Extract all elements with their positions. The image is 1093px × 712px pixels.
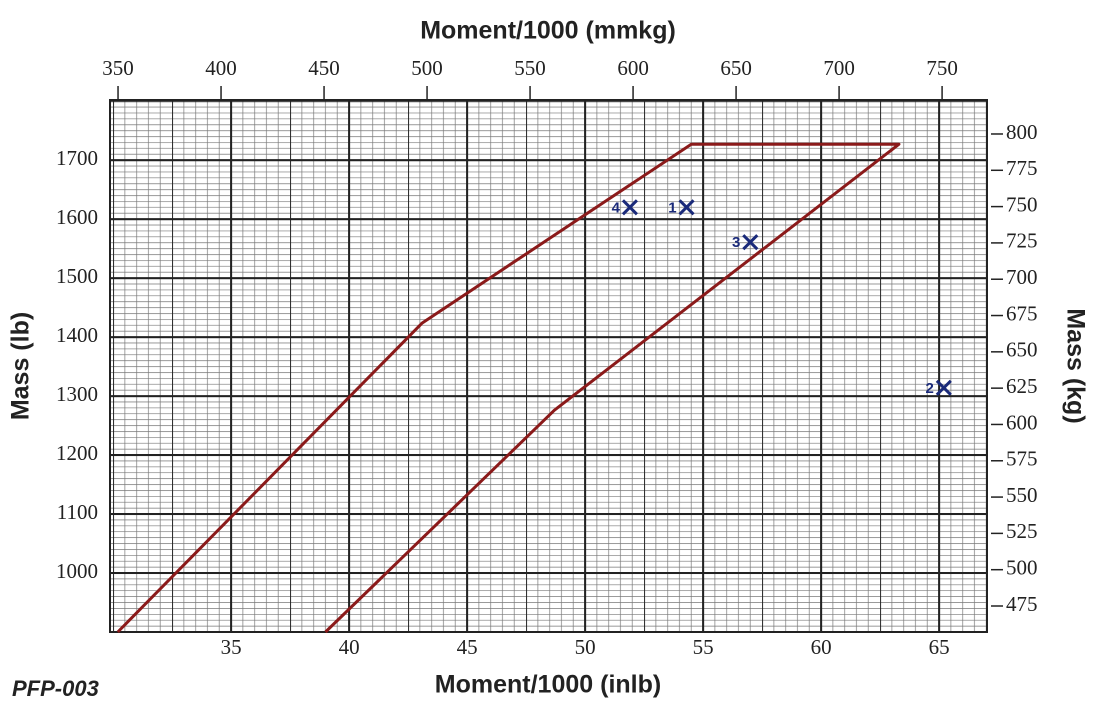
x2-tick-label: 500 [411,56,443,80]
point-label: 2 [925,380,933,397]
x2-tick-label: 400 [205,56,237,80]
x2-tick-label: 750 [926,56,958,80]
y2-tick-label: 650 [1006,338,1038,362]
point-marker [742,234,759,251]
point-marker [935,379,952,396]
y-tick-label: 1000 [56,559,98,583]
plot-border [109,99,988,633]
x2-tick-label: 450 [308,56,340,80]
x-tick-label: 60 [811,635,832,659]
x-tick-label: 50 [575,635,596,659]
y2-tick-label: 800 [1006,120,1038,144]
envelope-line [116,142,901,634]
y2-tick-label: 675 [1006,301,1038,325]
x2-tick-label: 650 [720,56,752,80]
y2-tick-label: 525 [1006,519,1038,543]
point-marker [678,199,695,216]
right-axis-title: Mass (kg) [1061,308,1089,423]
y2-tick-label: 500 [1006,556,1038,580]
point-marker [621,199,638,216]
y-tick-label: 1600 [56,205,98,229]
y-tick-label: 1300 [56,382,98,406]
left-axis-title: Mass (lb) [7,312,35,420]
x2-tick-label: 700 [823,56,855,80]
y-tick-label: 1700 [56,146,98,170]
y2-tick-label: 575 [1006,447,1038,471]
x-tick-label: 45 [457,635,478,659]
top-axis-title: Moment/1000 (mmkg) [420,17,676,45]
y-tick-label: 1200 [56,441,98,465]
point-label: 4 [612,199,621,216]
minor-grid [110,100,987,632]
y-tick-label: 1100 [57,500,98,524]
y-tick-label: 1400 [56,323,98,347]
y2-tick-label: 750 [1006,192,1038,216]
y-tick-label: 1500 [56,264,98,288]
point-label: 1 [668,199,676,216]
y2-tick-label: 725 [1006,229,1038,253]
y2-tick-label: 600 [1006,410,1038,434]
x-tick-label: 65 [929,635,950,659]
y2-tick-label: 700 [1006,265,1038,289]
x-tick-label: 40 [339,635,360,659]
x-tick-label: 35 [221,635,242,659]
bottom-axis-title: Moment/1000 (inlb) [435,671,661,699]
y2-tick-label: 625 [1006,374,1038,398]
x2-tick-label: 550 [514,56,546,80]
x2-tick-label: 600 [617,56,649,80]
footnote: PFP-003 [12,676,99,701]
y2-tick-label: 775 [1006,156,1038,180]
point-label: 3 [732,234,740,251]
x2-tick-label: 350 [102,56,134,80]
y2-tick-label: 550 [1006,483,1038,507]
x-tick-label: 55 [693,635,714,659]
y2-tick-label: 475 [1006,592,1038,616]
